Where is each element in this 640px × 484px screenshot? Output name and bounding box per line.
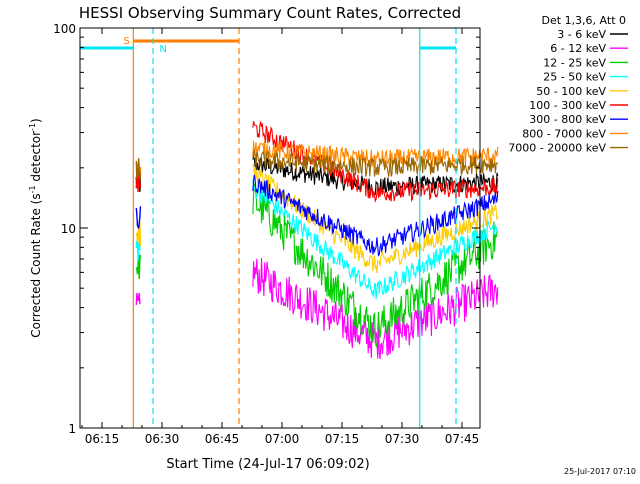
legend-entry-label: 7000 - 20000 keV bbox=[508, 142, 606, 155]
series-trace-main bbox=[252, 150, 499, 177]
x-tick-label: 07:15 bbox=[325, 432, 360, 446]
series-trace-main bbox=[252, 183, 499, 349]
series-300-800kev bbox=[135, 174, 499, 257]
y-axis-label-sup1: -1 bbox=[28, 185, 37, 193]
series-trace-main bbox=[252, 140, 499, 169]
x-tick-label: 07:00 bbox=[265, 432, 300, 446]
x-tick-label: 06:45 bbox=[205, 432, 240, 446]
x-axis-label: Start Time (24-Jul-17 06:09:02) bbox=[166, 457, 369, 472]
legend-entry-label: 12 - 25 keV bbox=[543, 56, 606, 69]
chart-title: HESSI Observing Summary Count Rates, Cor… bbox=[79, 4, 461, 22]
plot-area: S N 06:15 06:30 06:45 07:00 07:15 07:30 07:45 1 10… bbox=[53, 22, 499, 446]
series-trace-pre bbox=[135, 158, 142, 180]
y-axis-label-end: ) bbox=[29, 118, 43, 123]
series-trace-main bbox=[252, 174, 499, 257]
y-tick-label: 100 bbox=[53, 22, 76, 36]
legend-entry-label: 6 - 12 keV bbox=[550, 42, 606, 55]
x-tick-label: 06:30 bbox=[145, 432, 180, 446]
footer-stamp: 25-Jul-2017 07:10 bbox=[564, 467, 636, 476]
x-tick-label: 06:15 bbox=[85, 432, 120, 446]
y-axis-label-mid: detector bbox=[29, 131, 43, 186]
legend-entry-label: 800 - 7000 keV bbox=[522, 127, 606, 140]
night-label: N bbox=[159, 44, 166, 55]
legend-entry-label: 50 - 100 keV bbox=[536, 85, 606, 98]
y-axis-label: Corrected Count Rate (s-1 detector-1) bbox=[28, 118, 43, 337]
series-7000-20000kev bbox=[135, 150, 499, 180]
series-trace-main bbox=[252, 155, 499, 196]
legend-title: Det 1,3,6, Att 0 bbox=[542, 14, 626, 27]
saa-label: S bbox=[123, 36, 129, 47]
series-trace-pre bbox=[135, 221, 142, 247]
legend-entry-label: 25 - 50 keV bbox=[543, 71, 606, 84]
y-axis-label-main: Corrected Count Rate (s bbox=[29, 193, 43, 337]
y-tick-label: 1 bbox=[68, 422, 76, 436]
series-trace-main bbox=[252, 179, 499, 300]
series-trace-pre bbox=[135, 292, 141, 305]
series-trace-pre bbox=[135, 206, 142, 229]
legend-entry-label: 100 - 300 keV bbox=[529, 99, 606, 112]
x-tick-label: 07:30 bbox=[385, 432, 420, 446]
y-axis-label-sup2: -1 bbox=[28, 123, 37, 131]
legend-entry-label: 300 - 800 keV bbox=[529, 113, 606, 126]
legend-entry-label: 3 - 6 keV bbox=[557, 28, 606, 41]
y-tick-label: 10 bbox=[61, 222, 76, 236]
series-trace-main bbox=[252, 120, 499, 203]
x-tick-label: 07:45 bbox=[445, 432, 480, 446]
